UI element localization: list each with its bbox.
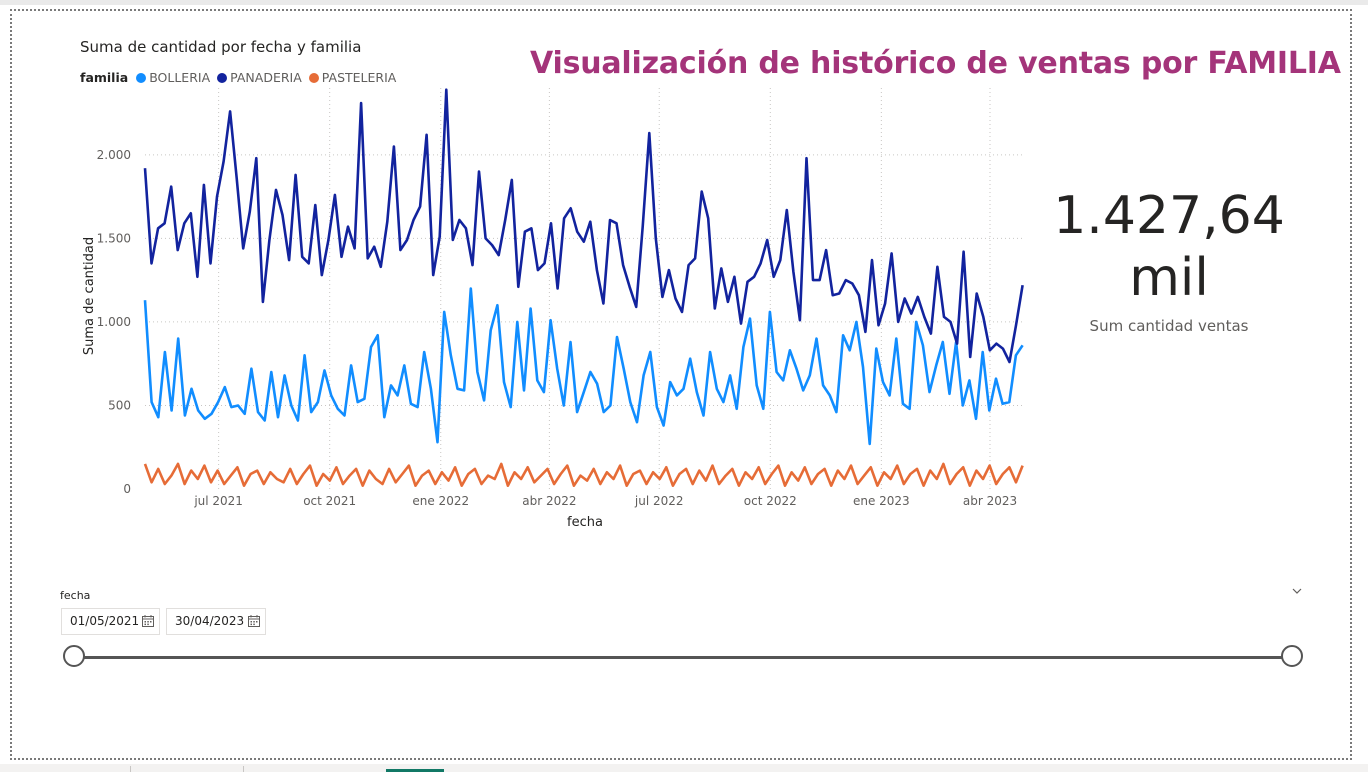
x-tick-label: ene 2023 <box>853 494 910 508</box>
kpi-value-unit: mil <box>1129 248 1209 308</box>
legend-item-bolleria[interactable]: BOLLERIA <box>136 70 210 85</box>
x-tick-label: abr 2023 <box>963 494 1017 508</box>
date-range-slider-track[interactable] <box>76 656 1294 659</box>
legend-title: familia <box>80 70 129 85</box>
chart-title: Suma de cantidad por fecha y familia <box>80 38 362 56</box>
series-line-bolleria <box>143 287 1024 446</box>
legend-marker-panaderia <box>217 72 228 83</box>
y-tick-label: 500 <box>108 398 131 412</box>
kpi-value-number: 1.427,64 <box>1053 186 1285 246</box>
x-tick-label: oct 2021 <box>303 494 356 508</box>
x-tick-label: ene 2022 <box>412 494 469 508</box>
start-date-input[interactable]: 01/05/2021 <box>61 608 160 635</box>
y-tick-label: 0 <box>123 482 131 496</box>
y-tick-label: 1.000 <box>97 315 131 329</box>
calendar-icon[interactable] <box>247 614 261 628</box>
kpi-label: Sum cantidad ventas <box>1089 317 1249 335</box>
y-tick-label: 1.500 <box>97 231 131 245</box>
active-page-tab[interactable] <box>386 769 444 772</box>
legend-marker-bolleria <box>136 72 147 83</box>
page-tab-separator <box>243 766 244 772</box>
y-tick-label: 2.000 <box>97 148 131 162</box>
end-date-value: 30/04/2023 <box>175 614 245 628</box>
page-tab-separator <box>130 766 131 772</box>
x-tick-label: jul 2021 <box>193 494 243 508</box>
legend-item-panaderia[interactable]: PANADERIA <box>217 70 302 85</box>
kpi-value: 1.427,64 mil <box>1040 185 1298 309</box>
legend-item-pasteleria[interactable]: PASTELERIA <box>308 70 397 85</box>
series-line-panaderia <box>143 88 1024 364</box>
chevron-down-icon[interactable] <box>1289 583 1305 599</box>
slider-start-handle[interactable] <box>63 645 85 667</box>
calendar-icon[interactable] <box>141 614 155 628</box>
slicer-title: fecha <box>60 589 91 602</box>
start-date-value: 01/05/2021 <box>70 614 140 628</box>
legend-marker-pasteleria <box>308 72 319 83</box>
x-axis-title: fecha <box>567 515 603 530</box>
series-line-pasteleria <box>143 462 1024 488</box>
slider-end-handle[interactable] <box>1281 645 1303 667</box>
legend-label-pasteleria: PASTELERIA <box>321 70 397 85</box>
report-title: Visualización de histórico de ventas por… <box>530 46 1341 81</box>
legend-label-bolleria: BOLLERIA <box>149 70 211 85</box>
page-tabs-bar <box>0 764 1368 772</box>
end-date-input[interactable]: 30/04/2023 <box>166 608 266 635</box>
top-strip <box>0 0 1368 5</box>
report-canvas-border <box>10 9 1352 760</box>
x-tick-label: jul 2022 <box>634 494 684 508</box>
x-tick-label: abr 2022 <box>522 494 576 508</box>
chart-legend: familia BOLLERIA PANADERIA PASTELERIA <box>80 70 403 85</box>
legend-label-panaderia: PANADERIA <box>230 70 302 85</box>
line-chart[interactable]: 0 500 1.000 1.500 2.000 jul 2021 oct 2021 ene 2… <box>0 0 1040 540</box>
y-axis-title: Suma de cantidad <box>82 237 97 355</box>
x-tick-label: oct 2022 <box>744 494 797 508</box>
